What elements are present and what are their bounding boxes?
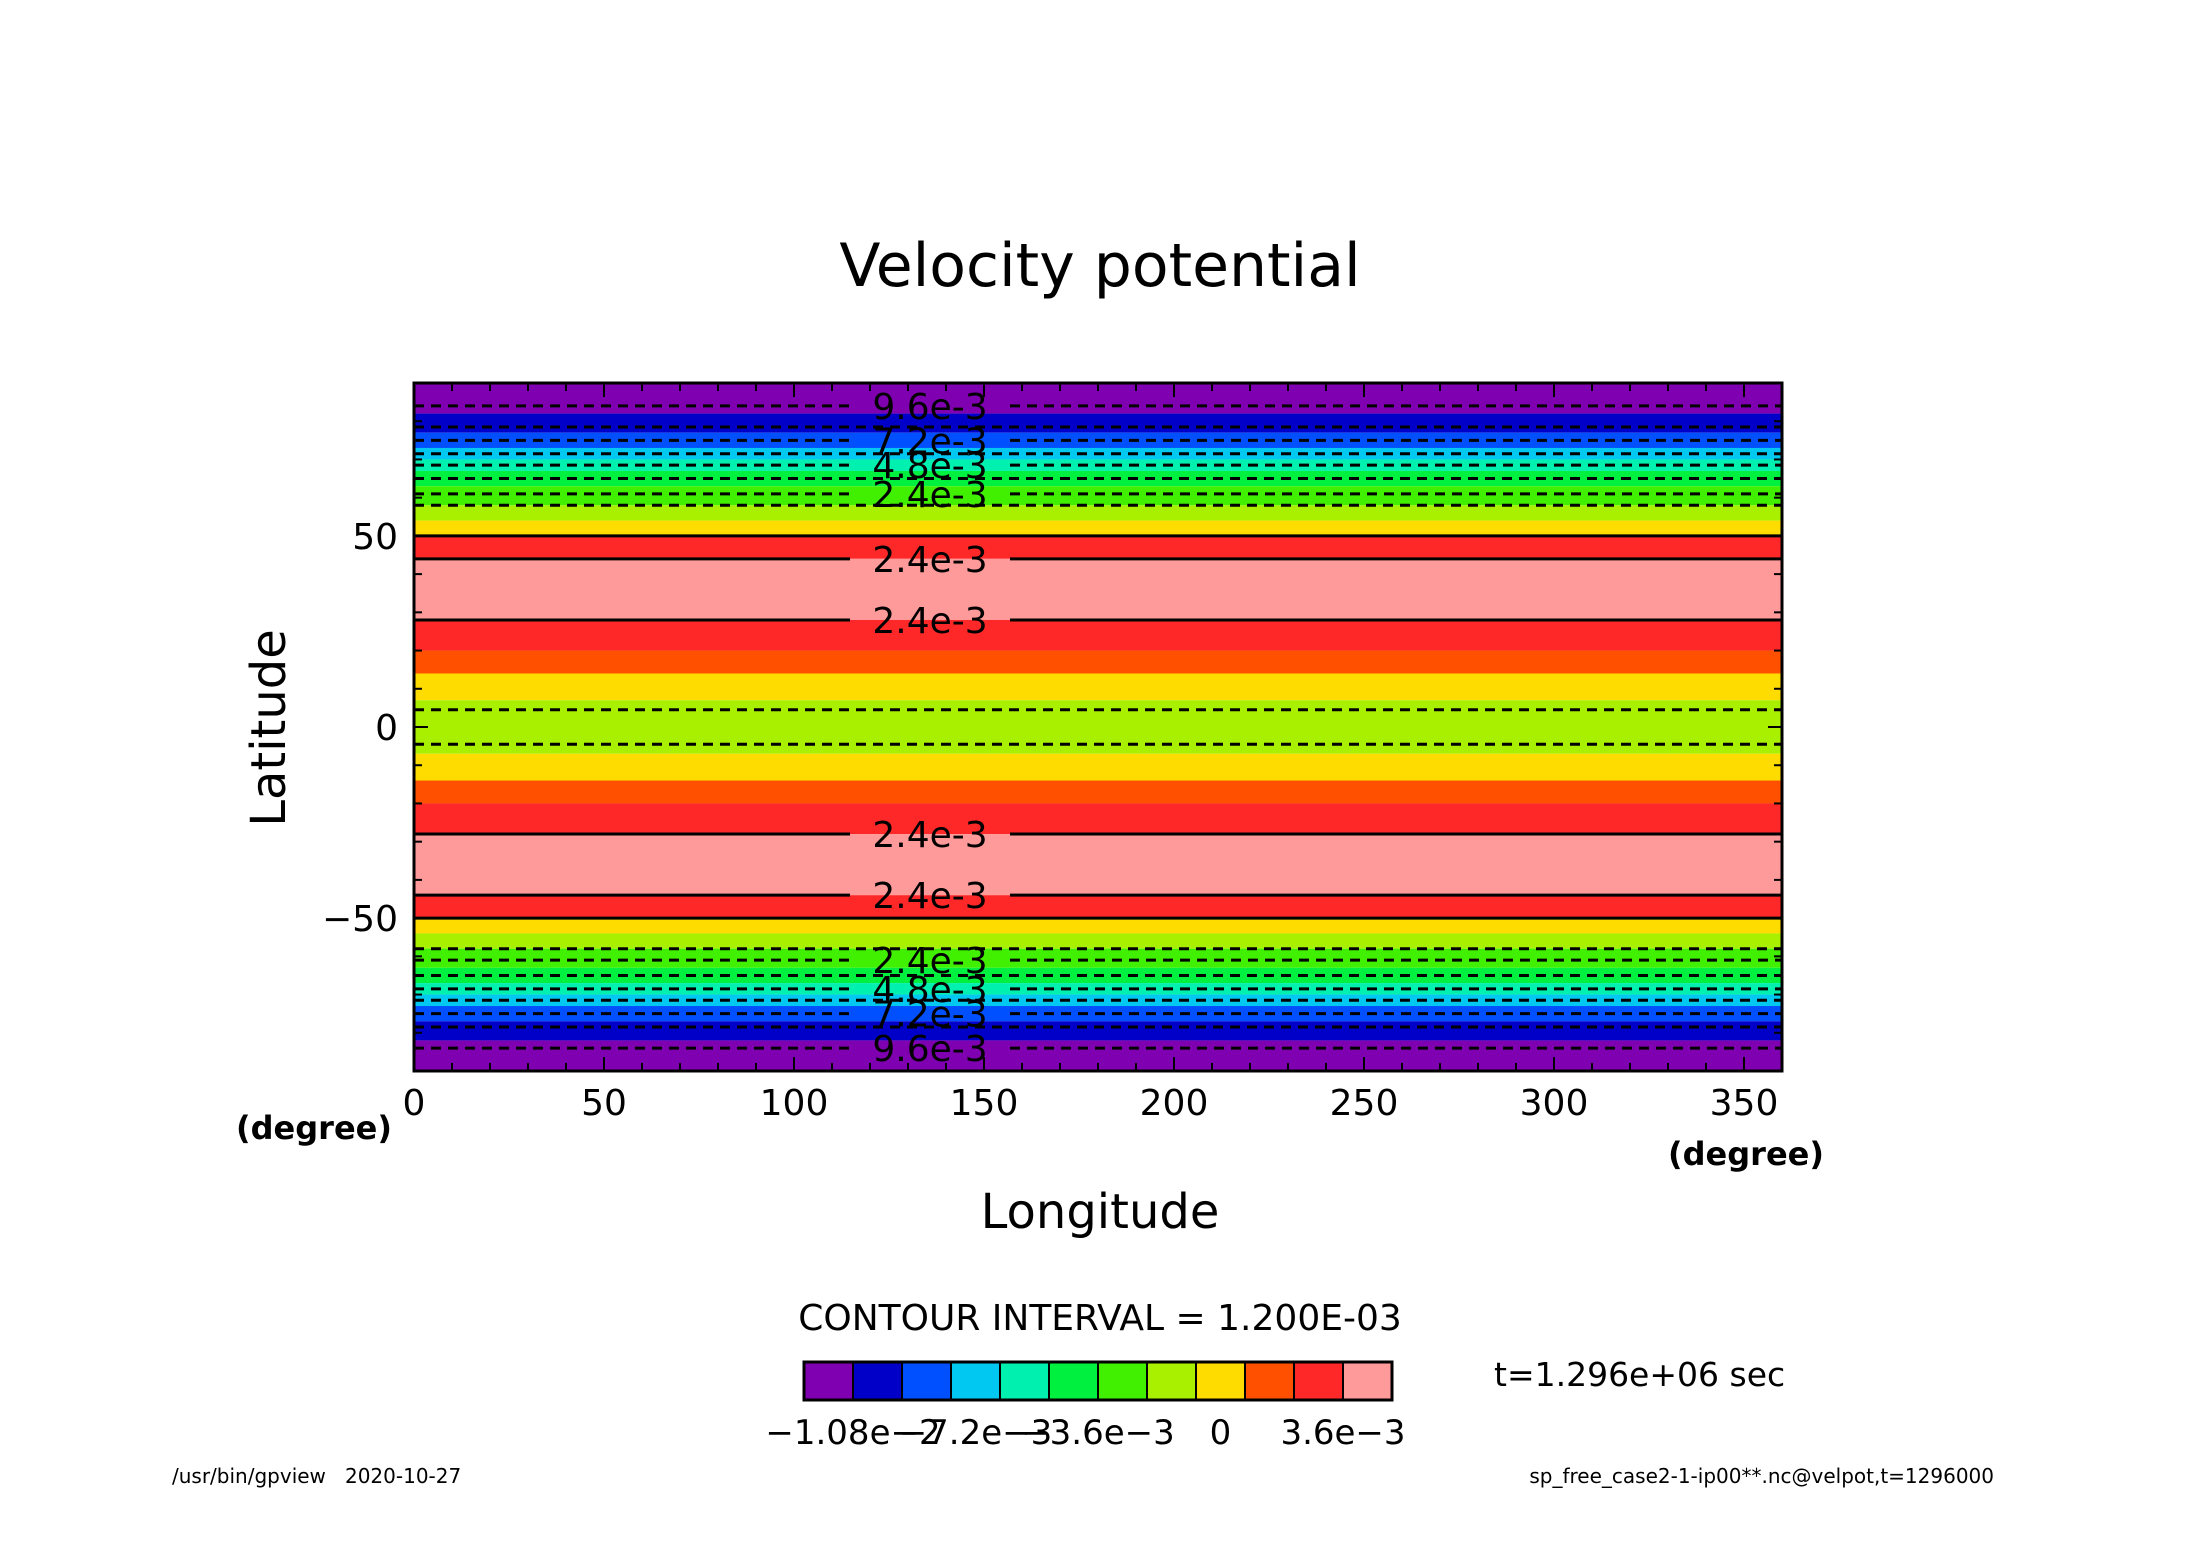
colorbar-frame <box>802 1360 1394 1402</box>
x-tick-label-1: 50 <box>581 1083 627 1124</box>
band-19 <box>414 895 1782 919</box>
colorbar-swatch-4 <box>999 1361 1050 1401</box>
band-18 <box>414 834 1782 896</box>
band-12 <box>414 650 1782 674</box>
x-tick-label-6: 300 <box>1520 1083 1589 1124</box>
colorbar-tick-label-2: −3.6e−3 <box>1021 1413 1175 1453</box>
colorbar-swatch-10 <box>1293 1361 1344 1401</box>
colorbar <box>802 1360 1394 1402</box>
contour-label-17: 2.4e-3 <box>872 941 987 982</box>
band-22 <box>414 948 1782 968</box>
colorbar-tick-label-4: 3.6e−3 <box>1280 1413 1405 1453</box>
contour-interval-text: CONTOUR INTERVAL = 1.200E-03 <box>798 1298 1402 1339</box>
contour-label-2: 7.2e-3 <box>872 421 987 462</box>
colorbar-tick-label-1: −7.2e−3 <box>899 1413 1053 1453</box>
band-7 <box>414 505 1782 521</box>
y-tick-label-1: 0 <box>375 708 398 749</box>
band-9 <box>414 535 1782 559</box>
contour-labels: 9.6e-37.2e-34.8e-32.4e-32.4e-32.4e-32.4e… <box>872 387 987 1070</box>
contour-label-9: 2.4e-3 <box>872 540 987 581</box>
chart-title: Velocity potential <box>839 231 1360 301</box>
colorbar-swatch-3 <box>950 1361 1001 1401</box>
colorbar-tick-label-0: −1.08e−2 <box>765 1413 940 1453</box>
colorbar-swatch-0 <box>803 1361 854 1401</box>
colorbar-swatch-8 <box>1195 1361 1246 1401</box>
colorbar-swatch-6 <box>1097 1361 1148 1401</box>
band-6 <box>414 486 1782 506</box>
contour-label-13: 2.4e-3 <box>872 815 987 856</box>
colorbar-swatch-9 <box>1244 1361 1295 1401</box>
plot-frame <box>412 381 1784 1073</box>
time-text: t=1.296e+06 sec <box>1494 1355 1785 1394</box>
band-11 <box>414 619 1782 651</box>
x-tick-label-0: 0 <box>403 1083 426 1124</box>
contour-label-10: 2.4e-3 <box>872 601 987 642</box>
plot-area: 9.6e-37.2e-34.8e-32.4e-32.4e-32.4e-32.4e… <box>412 381 1784 1073</box>
y-tick-label-2: 50 <box>352 517 398 558</box>
colorbar-tick-labels: −1.08e−2−7.2e−3−3.6e−3 0 3.6e−3 <box>765 1413 1405 1453</box>
x-tick-label-7: 350 <box>1710 1083 1779 1124</box>
x-unit-right: (degree) <box>1668 1135 1824 1173</box>
contour-label-4: 4.8e-3 <box>872 446 987 487</box>
x-tick-label-2: 100 <box>760 1083 829 1124</box>
band-13 <box>414 673 1782 701</box>
band-17 <box>414 803 1782 835</box>
band-8 <box>414 520 1782 536</box>
y-axis-label: Latitude <box>241 629 297 827</box>
colorbar-swatch-5 <box>1048 1361 1099 1401</box>
band-15 <box>414 753 1782 781</box>
contour-label-23: 9.6e-3 <box>872 1029 987 1070</box>
y-tick-labels: −50 0 50 <box>322 517 398 940</box>
contour-label-19: 4.8e-3 <box>872 970 987 1011</box>
band-27 <box>414 1021 1782 1041</box>
x-axis-label: Longitude <box>981 1184 1220 1240</box>
band-14 <box>414 700 1782 754</box>
footer-right: sp_free_case2-1-ip00**.nc@velpot,t=12960… <box>1529 1464 1994 1488</box>
x-unit-left: (degree) <box>236 1109 392 1147</box>
contour-lines <box>414 404 1782 1050</box>
contour-label-14: 2.4e-3 <box>872 876 987 917</box>
band-16 <box>414 780 1782 804</box>
footer-left: /usr/bin/gpview 2020-10-27 <box>172 1464 461 1488</box>
contour-label-0: 9.6e-3 <box>872 387 987 428</box>
x-tick-label-5: 250 <box>1330 1083 1399 1124</box>
x-tick-labels: 0 50 100 150 200 250 300 350 <box>403 1083 1779 1124</box>
colorbar-tick-label-3: 0 <box>1210 1413 1232 1453</box>
colorbar-swatch-11 <box>1342 1361 1393 1401</box>
contour-label-6: 2.4e-3 <box>872 475 987 516</box>
color-bands <box>414 383 1782 1071</box>
colorbar-swatch-1 <box>852 1361 903 1401</box>
y-tick-label-0: −50 <box>322 899 398 940</box>
colorbar-swatch-2 <box>901 1361 952 1401</box>
x-tick-label-3: 150 <box>950 1083 1019 1124</box>
band-10 <box>414 558 1782 620</box>
x-tick-label-4: 200 <box>1140 1083 1209 1124</box>
band-21 <box>414 933 1782 949</box>
band-20 <box>414 918 1782 934</box>
band-1 <box>414 413 1782 433</box>
colorbar-swatch-7 <box>1146 1361 1197 1401</box>
contour-label-21: 7.2e-3 <box>872 995 987 1036</box>
